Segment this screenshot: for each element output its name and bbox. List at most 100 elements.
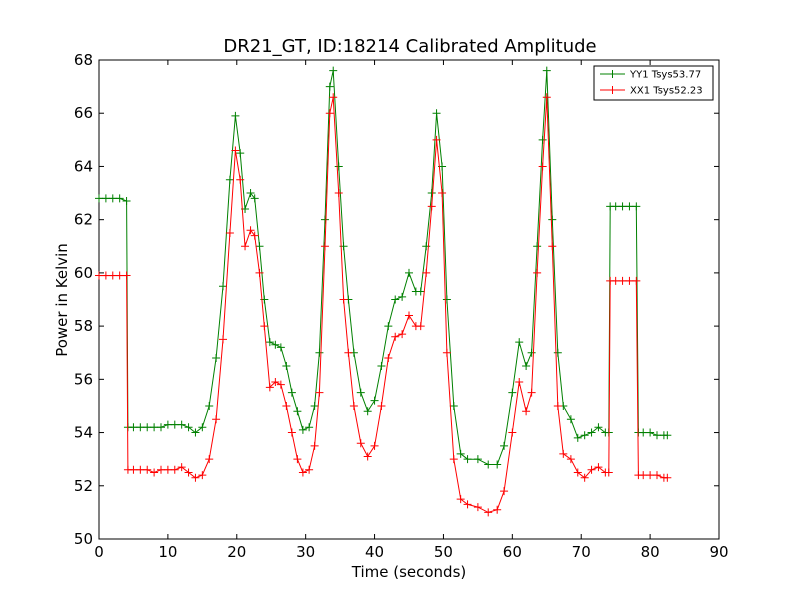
data-point: [356, 439, 365, 448]
data-point: [639, 428, 648, 437]
data-point: [129, 423, 138, 432]
data-point: [310, 401, 319, 410]
data-point: [170, 465, 179, 474]
data-point: [349, 401, 358, 410]
data-point: [329, 66, 338, 75]
data-point: [129, 465, 138, 474]
data-point: [305, 465, 314, 474]
data-point: [246, 226, 255, 235]
data-point: [463, 455, 472, 464]
data-point: [282, 401, 291, 410]
data-point: [493, 505, 502, 514]
data-point: [548, 215, 557, 224]
data-point: [533, 268, 542, 277]
data-point: [538, 162, 547, 171]
data-point: [205, 455, 214, 464]
data-point: [653, 471, 661, 480]
data-point: [250, 194, 259, 203]
y-tick-label: 50: [74, 530, 93, 548]
data-point: [293, 455, 302, 464]
data-point: [191, 473, 200, 482]
data-point: [231, 146, 240, 155]
data-point: [422, 268, 431, 277]
legend-marker-yy1: [608, 70, 617, 78]
data-point: [515, 338, 524, 347]
legend-label-xx1: XX1 Tsys52.23: [630, 86, 703, 97]
data-point: [293, 407, 302, 416]
data-point: [271, 340, 280, 349]
y-tick-label: 58: [74, 317, 93, 335]
data-point: [320, 215, 329, 224]
data-point: [542, 66, 551, 75]
data-point: [334, 162, 343, 171]
data-point: [344, 348, 353, 357]
data-point: [150, 468, 159, 477]
data-point: [101, 194, 110, 203]
data-point: [370, 396, 379, 405]
data-point: [553, 401, 562, 410]
data-point: [212, 415, 221, 424]
y-tick-label: 54: [74, 424, 93, 442]
data-point: [508, 388, 517, 397]
data-point: [363, 452, 372, 461]
data-point: [405, 268, 413, 277]
data-point: [236, 149, 245, 158]
data-point: [241, 242, 250, 251]
data-point: [305, 423, 314, 432]
data-point: [236, 175, 245, 184]
data-point: [265, 338, 274, 347]
data-point: [271, 377, 280, 386]
data-point: [625, 276, 634, 285]
y-tick-label: 52: [74, 477, 93, 495]
y-tick-label: 60: [74, 264, 93, 282]
data-point: [515, 377, 524, 386]
data-point: [101, 271, 110, 280]
legend-frame: [593, 65, 714, 101]
data-point: [438, 189, 447, 198]
data-point: [157, 423, 165, 432]
y-tick-label: 64: [74, 157, 93, 175]
y-tick-label: 56: [74, 370, 93, 388]
data-point: [473, 503, 482, 512]
data-point: [115, 271, 124, 280]
data-point: [177, 420, 186, 429]
data-point: [500, 487, 509, 496]
data-point: [136, 465, 145, 474]
data-point: [533, 242, 542, 251]
series-1: [95, 93, 672, 517]
data-point: [157, 465, 165, 474]
x-tick-label: 80: [641, 543, 660, 561]
data-point: [184, 468, 193, 477]
data-point: [115, 194, 124, 203]
data-point: [265, 383, 274, 392]
x-tick-label: 70: [572, 543, 591, 561]
data-point: [143, 423, 152, 432]
data-point: [473, 455, 482, 464]
data-point: [456, 449, 465, 458]
data-point: [122, 197, 131, 206]
data-point: [442, 348, 451, 357]
data-point: [646, 471, 655, 480]
data-point: [377, 401, 386, 410]
data-point: [632, 202, 641, 211]
data-point: [298, 425, 307, 434]
data-point: [219, 282, 227, 291]
data-point: [276, 343, 285, 352]
x-tick-label: 10: [158, 543, 177, 561]
data-point: [493, 460, 502, 469]
data-point: [320, 242, 329, 251]
data-point: [500, 441, 509, 450]
data-point: [225, 175, 234, 184]
data-point: [653, 431, 661, 440]
data-point: [276, 380, 285, 389]
data-point: [363, 407, 372, 416]
legend-label-yy1: YY1 Tsys53.77: [629, 70, 701, 81]
data-point: [298, 468, 307, 477]
data-point: [522, 407, 531, 416]
data-point: [315, 348, 324, 357]
data-point: [663, 431, 672, 440]
data-point: [580, 431, 589, 440]
data-point: [632, 276, 641, 285]
data-point: [618, 202, 627, 211]
